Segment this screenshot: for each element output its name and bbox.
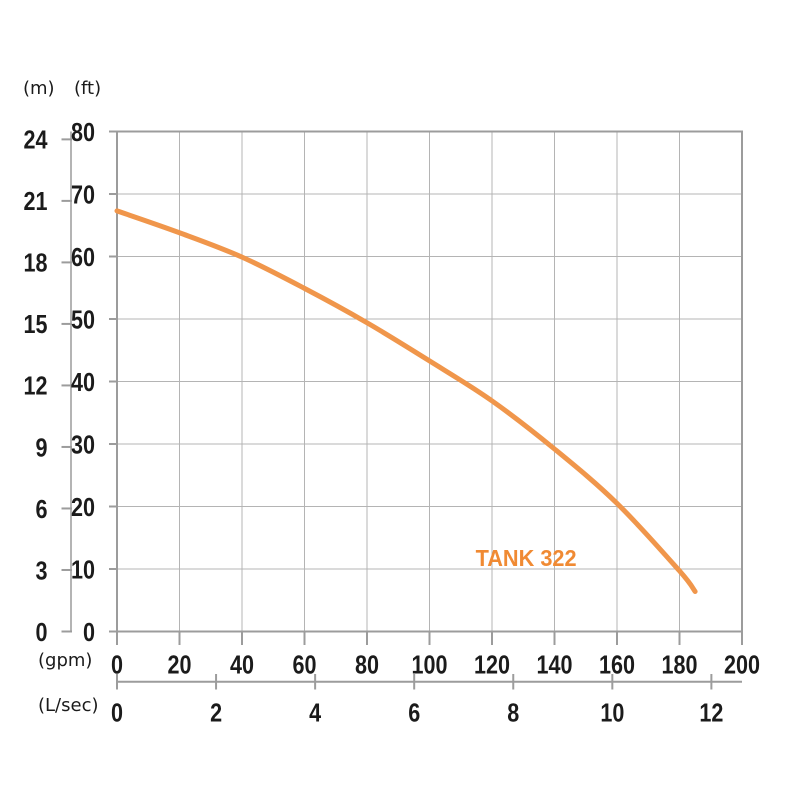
y-axis-label-m: 0	[36, 617, 48, 647]
x-axis-label-gpm: 160	[599, 650, 635, 680]
x-axis-label-gpm: 20	[168, 650, 192, 680]
y-axis-label-ft: 20	[71, 492, 95, 522]
y-axis-label-ft: 40	[71, 367, 95, 397]
x-axis-label-gpm: 180	[662, 650, 698, 680]
y-axis-label-ft: 70	[71, 179, 95, 209]
y-axis-unit-m: (m)	[23, 78, 55, 99]
x-axis-unit-lsec: (L/sec)	[38, 695, 99, 716]
x-axis-label-lsec: 2	[210, 698, 222, 728]
x-axis-label-lsec: 8	[507, 698, 519, 728]
x-axis-label-lsec: 4	[309, 698, 321, 728]
x-axis-unit-gpm: (gpm)	[38, 650, 93, 671]
x-axis-label-gpm: 0	[111, 650, 123, 680]
x-axis-label-lsec: 6	[408, 698, 420, 728]
y-axis-label-ft: 0	[83, 617, 95, 647]
x-axis-label-lsec: 0	[111, 698, 123, 728]
x-axis-label-gpm: 140	[537, 650, 573, 680]
y-axis-label-m: 3	[36, 555, 48, 585]
x-axis-label-gpm: 80	[355, 650, 379, 680]
y-axis-label-m: 15	[24, 309, 48, 339]
x-axis-label-gpm: 120	[474, 650, 510, 680]
y-axis-label-ft: 50	[71, 304, 95, 334]
x-axis-label-lsec: 12	[699, 698, 723, 728]
pump-curve	[114, 208, 698, 594]
y-axis-label-m: 12	[24, 371, 48, 401]
y-axis-unit-ft: (ft)	[74, 78, 102, 99]
y-axis-label-ft: 30	[71, 429, 95, 459]
y-axis-label-m: 18	[24, 248, 48, 278]
x-axis-label-gpm: 200	[724, 650, 760, 680]
y-axis-label-m: 21	[24, 186, 48, 216]
x-axis-label-lsec: 10	[600, 698, 624, 728]
y-axis-label-m: 24	[24, 125, 48, 155]
x-axis-label-gpm: 40	[230, 650, 254, 680]
y-axis-label-ft: 80	[71, 117, 95, 147]
y-axis-label-ft: 60	[71, 242, 95, 272]
x-axis-label-gpm: 100	[412, 650, 448, 680]
y-axis-label-m: 6	[36, 494, 48, 524]
y-axis-label-m: 9	[36, 432, 48, 462]
y-axis-label-ft: 10	[71, 554, 95, 584]
x-axis-label-gpm: 60	[293, 650, 317, 680]
curve-label: TANK 322	[476, 545, 577, 571]
